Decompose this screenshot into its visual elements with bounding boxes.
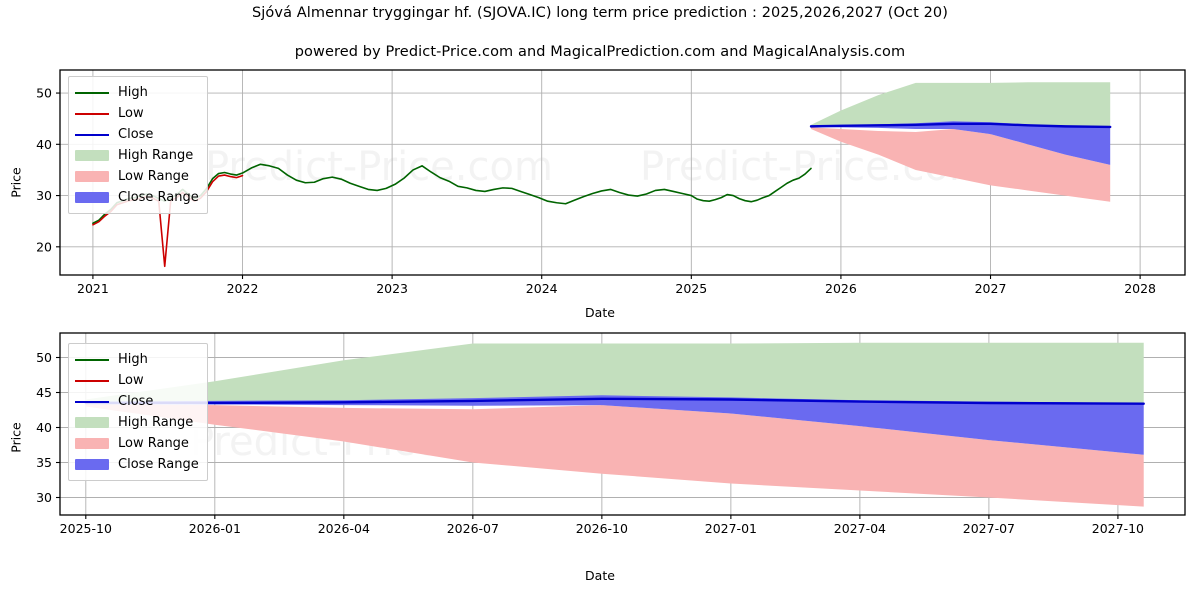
bottom-chart-legend-row: Close Range bbox=[75, 454, 199, 475]
x-tick-label: 2024 bbox=[526, 281, 558, 296]
bottom-chart-legend-swatch-icon bbox=[75, 459, 109, 470]
band-close-range bbox=[810, 121, 1111, 165]
top-chart-legend-row: Close bbox=[75, 124, 199, 145]
x-tick-label: 2025 bbox=[675, 281, 707, 296]
bottom-chart-legend-label: Low Range bbox=[118, 436, 189, 451]
band-low-range bbox=[810, 127, 1111, 202]
y-tick-label: 35 bbox=[36, 455, 52, 470]
plot-frame bbox=[59, 69, 1186, 276]
top-chart-legend-swatch-icon bbox=[75, 192, 109, 203]
top-chart-plot: Predict-Price.com Predict-Price.com203040… bbox=[36, 69, 1186, 296]
x-tick-label: 2028 bbox=[1124, 281, 1156, 296]
x-tick-label: 2026-04 bbox=[318, 521, 370, 536]
bottom-chart-plot: Predict-Price.comPredict-Price.com303540… bbox=[36, 332, 1186, 536]
bottom-chart-legend-swatch-icon bbox=[75, 395, 109, 409]
page-subtitle: powered by Predict-Price.com and Magical… bbox=[294, 44, 906, 60]
bottom-chart-xlabel: Date bbox=[585, 568, 615, 583]
x-tick-label: 2023 bbox=[376, 281, 408, 296]
bottom-chart-panel: Predict-Price.comPredict-Price.com303540… bbox=[0, 325, 1200, 545]
band-high-range bbox=[85, 342, 1144, 404]
bottom-chart-legend-row: High bbox=[75, 349, 199, 370]
top-chart-legend-swatch-icon bbox=[75, 150, 109, 161]
x-tick-label: 2026-01 bbox=[189, 521, 241, 536]
x-tick-label: 2026 bbox=[825, 281, 857, 296]
bottom-chart-legend-swatch-icon bbox=[75, 374, 109, 388]
top-chart-legend-label: Low Range bbox=[118, 169, 189, 184]
bottom-chart-legend-row: High Range bbox=[75, 412, 199, 433]
top-chart-legend-swatch-icon bbox=[75, 171, 109, 182]
bottom-chart-legend-label: Close bbox=[118, 394, 154, 409]
top-chart-legend-row: High Range bbox=[75, 145, 199, 166]
bottom-chart-legend-row: Close bbox=[75, 391, 199, 412]
y-tick-label: 20 bbox=[36, 239, 52, 254]
y-tick-label: 40 bbox=[36, 420, 52, 435]
bottom-chart-legend: High Low Close High Range Low Range Close Ran… bbox=[68, 343, 208, 481]
bottom-chart-legend-swatch-icon bbox=[75, 417, 109, 428]
top-chart-legend-swatch-icon bbox=[75, 107, 109, 121]
top-chart-ylabel: Price bbox=[8, 167, 24, 198]
band-close-range bbox=[85, 395, 1144, 455]
band-low-range bbox=[85, 404, 1144, 507]
top-chart-legend-label: High Range bbox=[118, 148, 194, 163]
x-tick-label: 2027-01 bbox=[705, 521, 757, 536]
bottom-chart-legend-label: High Range bbox=[118, 415, 194, 430]
bottom-chart-legend-swatch-icon bbox=[75, 353, 109, 367]
bottom-chart-legend-label: Close Range bbox=[118, 457, 199, 472]
x-tick-label: 2027-10 bbox=[1092, 521, 1144, 536]
top-chart-legend-row: Low Range bbox=[75, 166, 199, 187]
y-tick-label: 30 bbox=[36, 188, 52, 203]
bottom-chart-legend-swatch-icon bbox=[75, 438, 109, 449]
x-tick-label: 2027-07 bbox=[963, 521, 1015, 536]
y-tick-label: 30 bbox=[36, 490, 52, 505]
top-chart-legend-label: Close bbox=[118, 127, 154, 142]
top-chart-legend-row: Low bbox=[75, 103, 199, 124]
top-chart-legend-swatch-icon bbox=[75, 128, 109, 142]
top-chart-legend-label: Close Range bbox=[118, 190, 199, 205]
plot-frame bbox=[59, 332, 1186, 516]
top-chart-legend: High Low Close High Range Low Range Close Ran… bbox=[68, 76, 208, 214]
y-tick-label: 45 bbox=[36, 385, 52, 400]
bottom-chart-ylabel: Price bbox=[8, 422, 24, 453]
top-chart-legend-label: Low bbox=[118, 106, 144, 121]
x-tick-label: 2025-10 bbox=[60, 521, 112, 536]
band-high-range bbox=[810, 82, 1111, 127]
top-chart-xlabel: Date bbox=[585, 305, 615, 320]
x-tick-label: 2022 bbox=[227, 281, 259, 296]
y-tick-label: 50 bbox=[36, 86, 52, 101]
top-chart-legend-row: Close Range bbox=[75, 187, 199, 208]
bottom-chart-legend-row: Low Range bbox=[75, 433, 199, 454]
y-tick-label: 50 bbox=[36, 350, 52, 365]
series-line-close bbox=[809, 122, 1112, 129]
top-chart-legend-label: High bbox=[118, 85, 148, 100]
page-title: Sjóvá Almennar tryggingar hf. (SJOVA.IC)… bbox=[252, 5, 948, 21]
x-tick-label: 2026-10 bbox=[576, 521, 628, 536]
bottom-chart-legend-row: Low bbox=[75, 370, 199, 391]
x-tick-label: 2026-07 bbox=[447, 521, 499, 536]
top-chart-legend-row: High bbox=[75, 82, 199, 103]
y-tick-label: 40 bbox=[36, 137, 52, 152]
x-tick-label: 2021 bbox=[77, 281, 109, 296]
x-tick-label: 2027-04 bbox=[834, 521, 886, 536]
top-chart-panel: Predict-Price.com Predict-Price.com 20 30 40… bbox=[0, 60, 1200, 315]
watermark-text: Predict-Price.com bbox=[205, 144, 553, 190]
top-chart-legend-swatch-icon bbox=[75, 86, 109, 100]
x-tick-label: 2027 bbox=[975, 281, 1007, 296]
bottom-chart-legend-label: Low bbox=[118, 373, 144, 388]
series-line-close bbox=[84, 397, 1145, 405]
bottom-chart-legend-label: High bbox=[118, 352, 148, 367]
